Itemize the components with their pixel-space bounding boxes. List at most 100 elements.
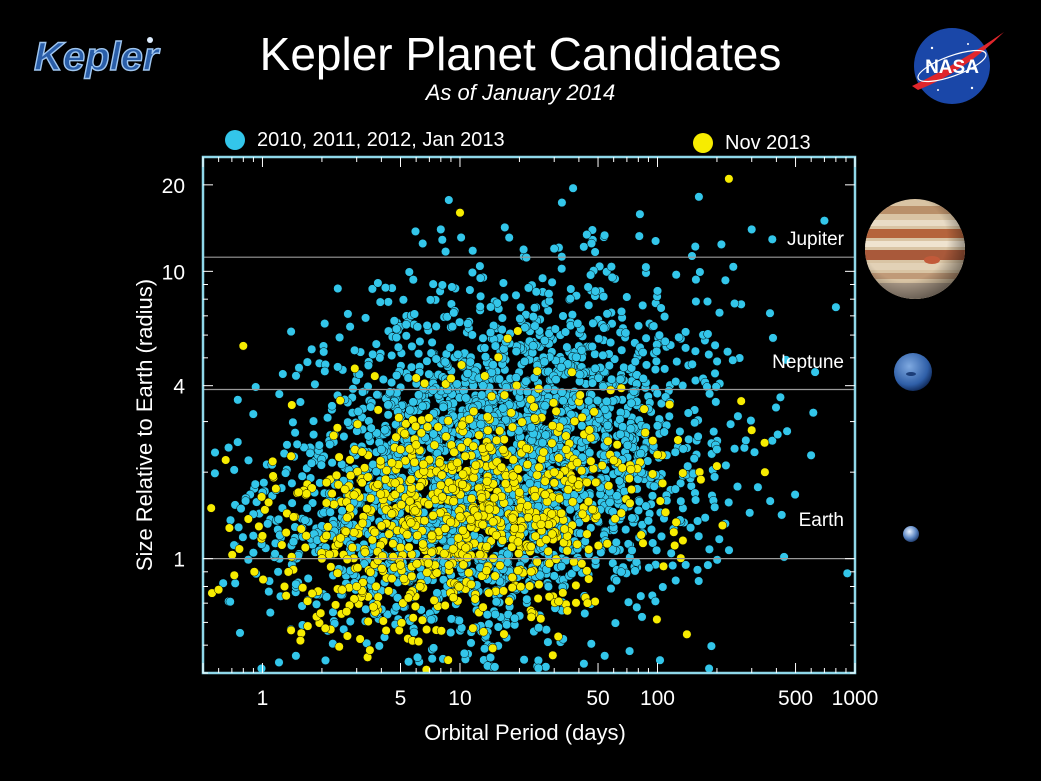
data-point (671, 517, 681, 527)
data-point (517, 417, 527, 427)
data-point (831, 302, 841, 312)
data-point (248, 409, 258, 419)
data-point (591, 555, 601, 565)
data-point (455, 512, 465, 522)
data-point (449, 308, 459, 318)
data-point (309, 430, 319, 440)
data-point (320, 319, 330, 329)
data-point (709, 427, 719, 437)
data-point (641, 501, 651, 511)
data-point (334, 452, 344, 462)
data-point (387, 350, 397, 361)
data-point (842, 568, 852, 578)
data-point (526, 542, 536, 552)
data-point (612, 491, 622, 501)
data-point (444, 560, 454, 570)
data-point (373, 592, 383, 602)
data-point (636, 530, 646, 540)
data-point (224, 443, 234, 453)
plot-frame (201, 155, 857, 675)
data-point (616, 567, 626, 577)
data-point (661, 507, 671, 517)
data-point (637, 612, 647, 622)
data-point (418, 459, 428, 469)
data-point (294, 363, 304, 373)
x-axis-label: Orbital Period (days) (424, 720, 626, 745)
data-point (562, 546, 572, 556)
data-point (664, 411, 674, 421)
data-point (458, 525, 468, 535)
data-point (690, 242, 700, 252)
x-tick-label: 10 (448, 687, 471, 710)
data-point (456, 360, 467, 370)
data-point (621, 328, 631, 338)
data-point (412, 652, 423, 662)
data-point (254, 521, 264, 531)
data-point (400, 456, 410, 466)
data-point (590, 349, 600, 359)
data-point (306, 458, 317, 468)
data-point (478, 333, 488, 343)
data-point (327, 401, 337, 411)
data-point (593, 373, 604, 383)
data-point (456, 232, 466, 243)
data-point (462, 553, 473, 563)
data-point (362, 504, 372, 514)
data-point (349, 490, 359, 500)
data-point (355, 634, 365, 644)
data-point (710, 340, 720, 350)
data-point (292, 439, 302, 449)
data-point (447, 483, 458, 493)
data-point (571, 580, 581, 590)
data-point (543, 582, 553, 592)
data-point (238, 341, 248, 351)
data-point (321, 478, 332, 488)
data-point (413, 322, 423, 332)
data-point (553, 631, 563, 642)
data-point (526, 422, 536, 432)
data-point (499, 390, 510, 400)
data-point (407, 341, 417, 351)
data-point (409, 457, 420, 467)
jupiter-icon (865, 199, 965, 299)
data-point (418, 401, 428, 411)
data-point (585, 448, 595, 458)
data-point (287, 478, 297, 488)
data-point (466, 579, 476, 589)
data-point (461, 393, 471, 403)
data-point (376, 444, 386, 454)
data-point (360, 547, 370, 557)
data-point (538, 438, 548, 448)
data-point (498, 278, 508, 288)
data-point (511, 373, 521, 383)
data-point (428, 279, 438, 289)
data-point (670, 447, 680, 457)
data-point (480, 343, 490, 353)
data-point (271, 484, 281, 494)
data-point (471, 460, 481, 470)
data-point (598, 350, 608, 360)
data-point (394, 625, 404, 635)
data-point (660, 312, 670, 322)
data-point (419, 516, 430, 526)
data-point (558, 588, 568, 598)
legend-item-early: 2010, 2011, 2012, Jan 2013 (225, 125, 505, 155)
data-point (651, 236, 661, 246)
data-point (726, 419, 736, 429)
data-point (308, 416, 319, 426)
data-point (316, 460, 326, 470)
data-point (567, 569, 577, 579)
data-point (535, 570, 545, 580)
data-point (443, 416, 453, 426)
data-point (395, 560, 406, 570)
data-point (468, 246, 478, 256)
data-point (337, 585, 347, 595)
data-point (704, 349, 714, 360)
data-point (577, 412, 587, 422)
data-point (484, 504, 494, 514)
data-point (249, 567, 259, 577)
data-point (571, 598, 581, 608)
data-point (218, 578, 228, 588)
data-point (415, 481, 425, 492)
data-point (625, 646, 635, 656)
